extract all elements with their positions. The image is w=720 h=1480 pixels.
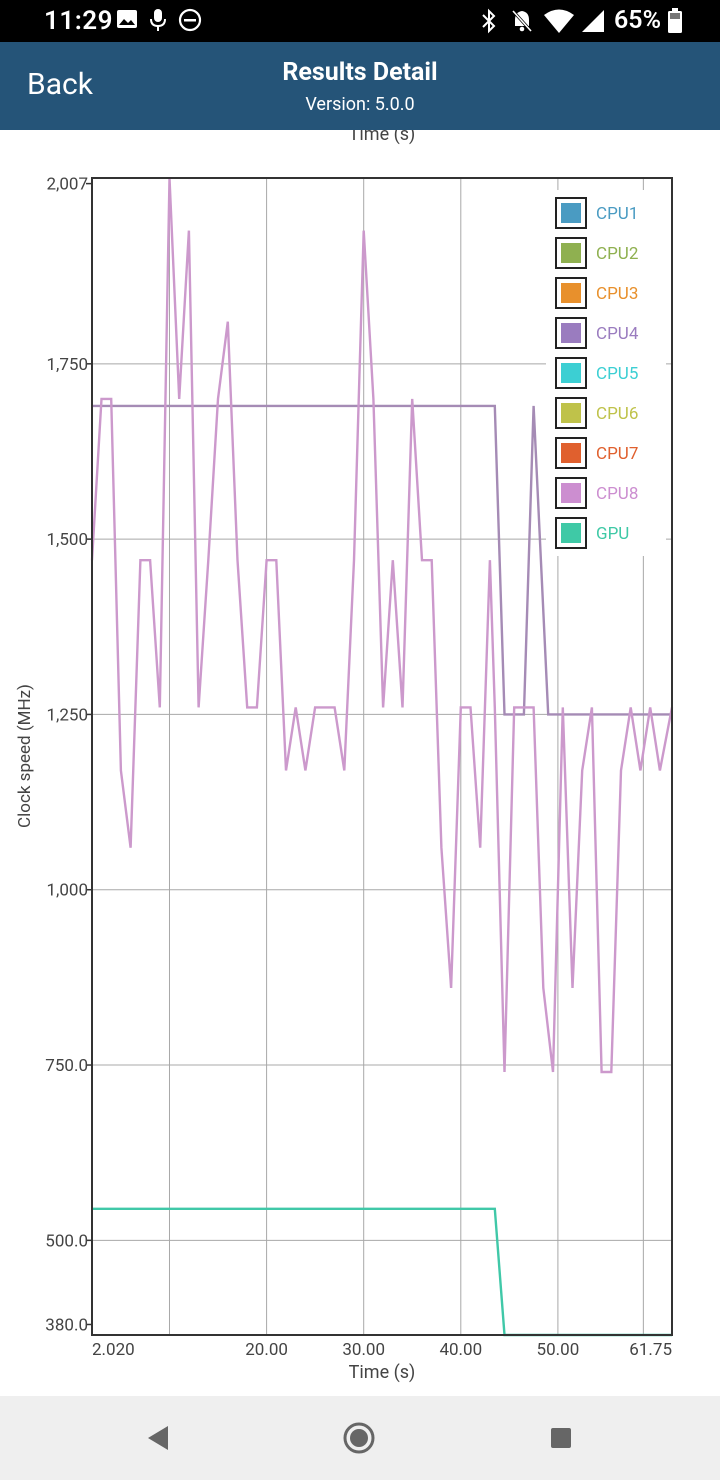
page-title: Results Detail: [282, 58, 438, 87]
back-button[interactable]: Back: [27, 67, 93, 102]
y-tick-label: 500.0: [45, 1231, 88, 1251]
legend-label: CPU8: [596, 484, 638, 504]
plot-frame: [91, 177, 673, 1336]
battery-percent: 65%: [614, 6, 662, 35]
battery-icon: [668, 8, 682, 38]
legend-item-cpu5: CPU5: [555, 357, 638, 389]
legend-swatch: [561, 243, 581, 263]
legend-swatch: [561, 443, 581, 463]
navigation-bar: [0, 1396, 720, 1480]
signal-icon: [580, 8, 606, 38]
series-line-cpu8: [90, 177, 674, 1074]
status-bar: 11:29 65%: [0, 0, 720, 42]
legend-item-cpu6: CPU6: [555, 397, 638, 429]
legend-swatch: [561, 203, 581, 223]
legend-label: CPU3: [596, 284, 638, 304]
recents-square-icon[interactable]: [550, 1427, 572, 1453]
y-tick-label: 1,750: [46, 355, 88, 375]
chart-top-title: Time (s): [349, 130, 416, 145]
legend-label: CPU4: [596, 324, 639, 344]
x-tick-label: 61.75: [629, 1340, 672, 1360]
version-label: Version: 5.0.0: [305, 94, 415, 115]
y-axis-label: Clock speed (MHz): [15, 684, 35, 828]
notifications-off-icon: [510, 8, 534, 38]
legend-item-cpu1: CPU1: [555, 197, 638, 229]
legend-swatch: [561, 283, 581, 303]
x-tick-label: 30.00: [342, 1340, 385, 1360]
do-not-disturb-icon: [178, 8, 202, 36]
y-tick-label: 750.0: [45, 1056, 88, 1076]
legend-label: CPU7: [596, 444, 638, 464]
legend-label: CPU6: [596, 404, 638, 424]
legend-swatch: [561, 323, 581, 343]
series-line-cpu1-7: [92, 404, 672, 716]
x-tick-label: 40.00: [439, 1340, 482, 1360]
wifi-icon: [543, 8, 575, 38]
legend-swatch: [561, 483, 581, 503]
status-time: 11:29: [44, 6, 113, 36]
series-line-gpu: [92, 1207, 672, 1337]
legend-item-cpu7: CPU7: [555, 437, 638, 469]
y-tick-label: 1,000: [46, 881, 88, 901]
image-icon: [116, 8, 138, 34]
y-tick-label: 380.0: [45, 1315, 88, 1335]
app-bar: Back Results Detail Version: 5.0.0: [0, 42, 720, 130]
legend-swatch: [561, 363, 581, 383]
legend-item-cpu8: CPU8: [555, 477, 638, 509]
legend-item-gpu: GPU: [555, 517, 629, 549]
x-axis-label: Time (s): [349, 1362, 416, 1383]
legend-item-cpu3: CPU3: [555, 277, 638, 309]
y-tick-label: 1,500: [46, 530, 88, 550]
x-axis-ticks: 2.020 20.00 30.00 40.00 50.00 61.75: [92, 1340, 672, 1360]
y-axis-ticks: 2,007 1,750 1,500 1,250 1,000 750.0 500.0 380.0: [45, 175, 92, 1335]
mic-icon: [148, 8, 168, 36]
legend: CPU1 CPU2 CPU3 CPU4 CPU5 CPU6 CPU7 CPU8 GPU: [546, 190, 666, 556]
bluetooth-icon: [480, 8, 498, 38]
legend-swatch: [561, 403, 581, 423]
legend-item-cpu4: CPU4: [555, 317, 639, 349]
legend-item-cpu2: CPU2: [555, 237, 638, 269]
legend-swatch: [561, 523, 581, 543]
legend-label: CPU2: [596, 244, 638, 264]
home-circle-icon[interactable]: [342, 1421, 376, 1459]
back-triangle-icon[interactable]: [146, 1425, 170, 1455]
legend-label: CPU5: [596, 364, 638, 384]
y-tick-label: 2,007: [46, 175, 88, 195]
y-tick-label: 1,250: [46, 705, 88, 725]
clock-speed-chart: Time (s) 2,007 1,750 1,500 1,250 1,000 750.0 5…: [15, 130, 674, 1383]
x-tick-label: 2.020: [92, 1340, 135, 1360]
legend-label: CPU1: [596, 204, 638, 224]
legend-label: GPU: [596, 524, 629, 544]
x-tick-label: 50.00: [537, 1340, 580, 1360]
x-tick-label: 20.00: [245, 1340, 288, 1360]
